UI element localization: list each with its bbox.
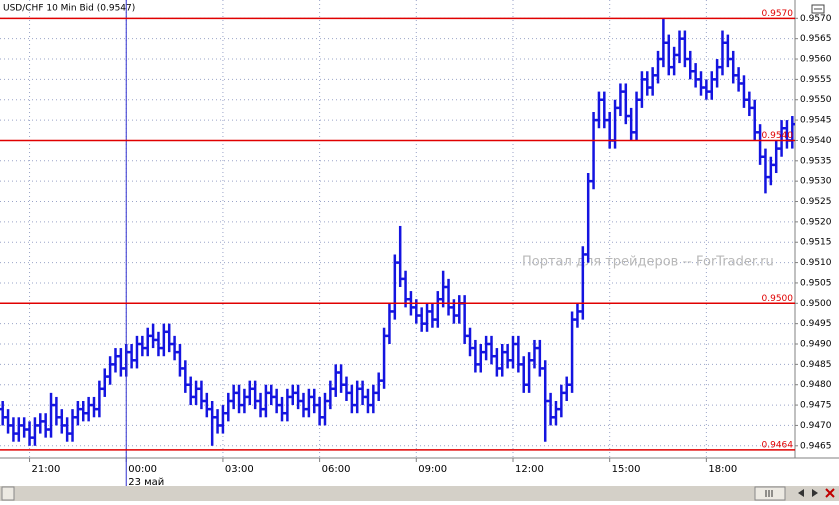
x-tick-label: 21:00: [32, 464, 61, 475]
y-tick-label: 0.9570: [800, 14, 832, 24]
scroll-left[interactable]: [798, 489, 804, 497]
chart-title: USD/CHF 10 Min Bid (0.9547): [3, 4, 135, 14]
y-tick-label: 0.9525: [800, 197, 832, 207]
y-tick-label: 0.9505: [800, 278, 832, 288]
scrollbar[interactable]: [0, 486, 839, 501]
y-tick-label: 0.9510: [800, 258, 832, 268]
x-tick-label: 18:00: [708, 464, 737, 475]
y-tick-label: 0.9475: [800, 401, 832, 411]
level-label: 0.9464: [762, 440, 794, 450]
watermark: Портал для трейдеров -- ForTrader.ru: [522, 255, 774, 270]
y-tick-label: 0.9470: [800, 421, 832, 431]
y-tick-label: 0.9550: [800, 95, 832, 105]
y-tick-label: 0.9480: [800, 380, 832, 390]
toolbar-icon[interactable]: [811, 4, 825, 14]
y-tick-label: 0.9565: [800, 34, 832, 44]
x-tick-label: 03:00: [225, 464, 254, 475]
close-button[interactable]: [825, 488, 835, 498]
y-tick-label: 0.9555: [800, 75, 832, 85]
y-tick-label: 0.9490: [800, 340, 832, 350]
y-tick-label: 0.9500: [800, 299, 832, 309]
y-tick-label: 0.9465: [800, 441, 832, 451]
y-tick-label: 0.9560: [800, 55, 832, 65]
y-tick-label: 0.9520: [800, 217, 832, 227]
y-tick-label: 0.9545: [800, 116, 832, 126]
y-tick-label: 0.9530: [800, 177, 832, 187]
scroll-button[interactable]: [1, 486, 15, 501]
y-tick-label: 0.9495: [800, 319, 832, 329]
y-tick-label: 0.9515: [800, 238, 832, 248]
x-tick-label: 06:00: [322, 464, 351, 475]
scroll-track[interactable]: [0, 486, 839, 501]
x-tick-label: 09:00: [418, 464, 447, 475]
icon[interactable]: [811, 4, 825, 14]
scroll-right[interactable]: [812, 489, 818, 497]
level-label: 0.9570: [762, 9, 794, 19]
level-label: 0.9540: [762, 131, 794, 141]
level-label: 0.9500: [762, 294, 794, 304]
y-tick-label: 0.9535: [800, 156, 832, 166]
scroll-thumb[interactable]: [754, 486, 786, 501]
thumb-grip: [765, 490, 773, 497]
day-label: 23 май: [128, 477, 164, 488]
x-tick-label: 12:00: [515, 464, 544, 475]
y-tick-label: 0.9485: [800, 360, 832, 370]
x-tick-label: 00:00: [128, 464, 157, 475]
x-tick-label: 15:00: [612, 464, 641, 475]
y-tick-label: 0.9540: [800, 136, 832, 146]
